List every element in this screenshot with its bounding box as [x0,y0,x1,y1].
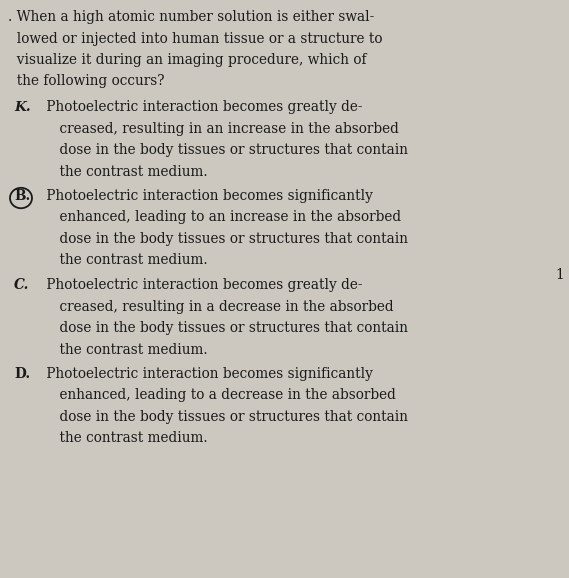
Text: Photoelectric interaction becomes significantly: Photoelectric interaction becomes signif… [42,367,373,381]
Text: visualize it during an imaging procedure, which of: visualize it during an imaging procedure… [8,53,366,67]
Text: dose in the body tissues or structures that contain: dose in the body tissues or structures t… [42,410,408,424]
Text: Photoelectric interaction becomes significantly: Photoelectric interaction becomes signif… [42,189,373,203]
Text: dose in the body tissues or structures that contain: dose in the body tissues or structures t… [42,143,408,157]
Text: lowed or injected into human tissue or a structure to: lowed or injected into human tissue or a… [8,31,382,46]
Text: creased, resulting in a decrease in the absorbed: creased, resulting in a decrease in the … [42,299,394,313]
Text: B.: B. [14,189,30,203]
Text: dose in the body tissues or structures that contain: dose in the body tissues or structures t… [42,232,408,246]
Text: Photoelectric interaction becomes greatly de-: Photoelectric interaction becomes greatl… [42,100,362,114]
Text: . When a high atomic number solution is either swal-: . When a high atomic number solution is … [8,10,374,24]
Text: the contrast medium.: the contrast medium. [42,343,208,357]
Text: dose in the body tissues or structures that contain: dose in the body tissues or structures t… [42,321,408,335]
Text: the contrast medium.: the contrast medium. [42,254,208,268]
Text: creased, resulting in an increase in the absorbed: creased, resulting in an increase in the… [42,121,399,135]
Text: enhanced, leading to a decrease in the absorbed: enhanced, leading to a decrease in the a… [42,388,396,402]
Text: K.: K. [14,100,31,114]
Text: the following occurs?: the following occurs? [8,75,164,88]
Text: the contrast medium.: the contrast medium. [42,432,208,446]
Text: enhanced, leading to an increase in the absorbed: enhanced, leading to an increase in the … [42,210,401,224]
Text: D.: D. [14,367,30,381]
Text: Photoelectric interaction becomes greatly de-: Photoelectric interaction becomes greatl… [42,278,362,292]
Text: the contrast medium.: the contrast medium. [42,165,208,179]
Text: 1: 1 [555,268,564,282]
Text: C.: C. [14,278,30,292]
